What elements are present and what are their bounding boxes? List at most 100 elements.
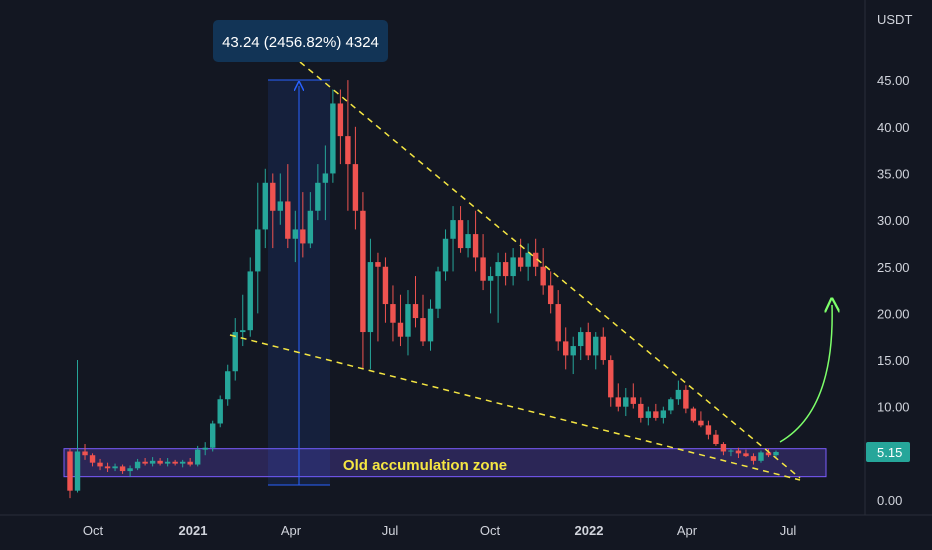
- candle-body: [735, 450, 742, 454]
- candle-body: [442, 238, 449, 272]
- breakout-arrow: [779, 305, 832, 443]
- candle: [683, 385, 689, 414]
- candle: [750, 453, 757, 465]
- candle: [585, 322, 591, 361]
- candle-body: [367, 262, 374, 333]
- time-tick-label: Apr: [281, 523, 302, 538]
- candle: [89, 453, 96, 467]
- candle: [149, 457, 156, 467]
- candle-body: [517, 257, 524, 267]
- candle: [82, 444, 88, 460]
- candle-body: [352, 164, 359, 211]
- candle-body: [675, 389, 682, 400]
- candle: [209, 420, 216, 452]
- candle-body: [345, 136, 351, 165]
- candle: [555, 290, 561, 351]
- candle-body: [750, 456, 757, 461]
- candle: [540, 248, 546, 295]
- candle: [675, 380, 682, 405]
- candle-body: [638, 403, 644, 418]
- candle-body: [164, 461, 171, 464]
- candle-body: [134, 461, 141, 469]
- candle: [112, 463, 118, 472]
- candle-body: [653, 411, 659, 418]
- candle: [164, 458, 171, 467]
- candle: [255, 182, 261, 314]
- price-tick-label: 20.00: [877, 306, 910, 321]
- candle-body: [360, 210, 366, 333]
- candle: [322, 145, 329, 221]
- candle-body: [240, 330, 246, 333]
- candle-body: [720, 444, 727, 452]
- candle-body: [698, 420, 704, 426]
- candle-body: [608, 360, 614, 398]
- candle: [773, 450, 779, 459]
- candle: [315, 164, 321, 221]
- candle: [487, 266, 494, 314]
- candle-body: [683, 389, 689, 409]
- candle-body: [593, 336, 599, 356]
- candle-body: [427, 308, 434, 342]
- candle-body: [247, 271, 253, 331]
- candle-body: [668, 399, 674, 411]
- candle: [142, 458, 148, 466]
- candle: [232, 318, 238, 381]
- candle-body: [532, 252, 539, 267]
- accumulation-zone-label: Old accumulation zone: [343, 457, 507, 474]
- candle: [397, 294, 404, 347]
- candle-body: [179, 461, 186, 464]
- candle-body: [405, 304, 411, 337]
- time-tick-label: Apr: [677, 523, 698, 538]
- price-tick-label: 40.00: [877, 120, 910, 135]
- candle: [510, 248, 516, 286]
- price-tick-label: 15.00: [877, 353, 910, 368]
- price-tick-label: 30.00: [877, 213, 910, 228]
- candle: [345, 80, 351, 211]
- candle-body: [112, 466, 118, 469]
- candle-body: [510, 257, 516, 277]
- candle: [713, 430, 719, 446]
- candle: [330, 89, 336, 183]
- candle: [472, 210, 479, 272]
- time-tick-label: Oct: [83, 523, 104, 538]
- price-tick-label: 25.00: [877, 260, 910, 275]
- candle-body: [660, 410, 667, 418]
- candle: [307, 192, 314, 249]
- candle-body: [307, 210, 314, 244]
- time-tick-label: Jul: [780, 523, 797, 538]
- candle-body: [487, 276, 494, 281]
- candle: [562, 327, 569, 370]
- candle: [758, 450, 764, 463]
- candle: [457, 206, 464, 253]
- candle: [157, 458, 163, 466]
- candle: [134, 458, 141, 471]
- candle: [547, 271, 554, 314]
- candle-body: [420, 318, 426, 342]
- candle-body: [765, 452, 772, 456]
- candle: [375, 252, 381, 342]
- candle-body: [172, 461, 178, 464]
- candle-body: [457, 220, 464, 249]
- currency-label: USDT: [877, 12, 912, 27]
- candle: [765, 448, 772, 458]
- candle-body: [390, 304, 396, 323]
- candle: [74, 360, 81, 493]
- candle: [217, 395, 223, 428]
- candle-body: [480, 257, 486, 281]
- candle: [104, 462, 111, 473]
- candle-body: [187, 461, 193, 465]
- candle: [300, 192, 306, 258]
- candle: [360, 192, 366, 370]
- candle: [172, 459, 178, 466]
- current-price-tag: [866, 441, 910, 462]
- candle: [412, 276, 419, 328]
- candle-body: [142, 461, 148, 464]
- candle: [495, 252, 501, 323]
- candle-body: [585, 332, 591, 356]
- candle-body: [225, 371, 231, 400]
- candle-body: [465, 234, 471, 249]
- time-axis: Oct 2021 Apr Jul Oct 2022 Apr Jul: [83, 523, 797, 538]
- candle-body: [194, 449, 201, 465]
- candle-body: [728, 450, 734, 452]
